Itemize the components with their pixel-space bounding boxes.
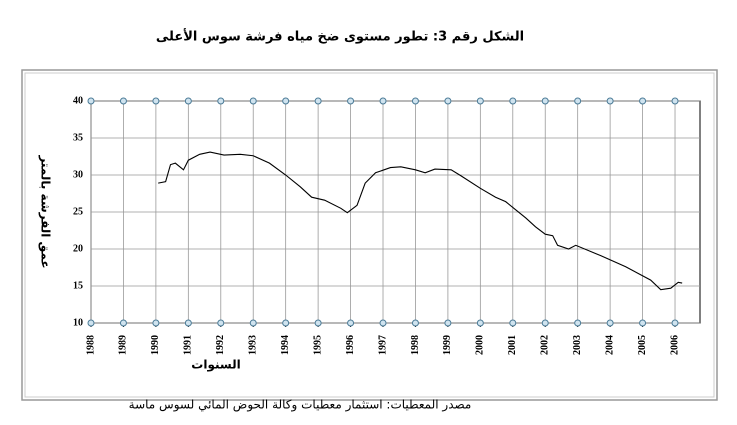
x-tick-label: 1989 — [118, 335, 129, 355]
grid-marker — [574, 319, 582, 327]
y-tick-label: 15 — [73, 280, 83, 291]
x-tick-label: 2000 — [475, 335, 486, 355]
grid-marker — [476, 319, 484, 327]
grid-marker — [282, 97, 290, 105]
grid-marker — [119, 319, 127, 327]
grid-marker — [347, 97, 355, 105]
chart-frame — [21, 69, 718, 401]
x-tick-label: 1997 — [377, 335, 388, 355]
y-axis-title: عمق الفرشة بالمتر — [39, 154, 53, 268]
grid-marker — [411, 97, 419, 105]
grid-marker — [87, 319, 95, 327]
grid-marker — [541, 97, 549, 105]
grid-marker — [444, 319, 452, 327]
x-tick-label: 1990 — [150, 335, 161, 355]
y-tick-label: 30 — [73, 169, 83, 180]
grid-marker — [184, 97, 192, 105]
grid-marker — [184, 319, 192, 327]
grid-marker — [639, 97, 647, 105]
source-note: مصدر المعطيات: استثمار معطيات وكالة الحو… — [129, 398, 472, 413]
x-tick-label: 2004 — [604, 335, 615, 355]
x-tick-label: 1988 — [85, 335, 96, 355]
grid-marker — [639, 319, 647, 327]
grid-marker — [119, 97, 127, 105]
x-tick-label: 2005 — [637, 335, 648, 355]
x-tick-label: 1994 — [280, 335, 291, 355]
grid-marker — [314, 97, 322, 105]
x-axis-title: السنوات — [191, 358, 240, 373]
grid-marker — [671, 319, 679, 327]
chart-frame-inner — [24, 72, 715, 398]
grid-marker — [217, 319, 225, 327]
grid-marker — [574, 97, 582, 105]
grid-marker — [606, 319, 614, 327]
x-tick-label: 1998 — [410, 335, 421, 355]
grid-marker — [314, 319, 322, 327]
x-tick-label: 2006 — [669, 335, 680, 355]
grid-marker — [411, 319, 419, 327]
grid-marker — [347, 319, 355, 327]
y-tick-label: 35 — [73, 132, 83, 143]
grid-marker — [282, 319, 290, 327]
grid-marker — [217, 97, 225, 105]
x-tick-label: 1995 — [312, 335, 323, 355]
x-tick-label: 2002 — [540, 335, 551, 355]
grid-marker — [509, 97, 517, 105]
y-tick-label: 20 — [73, 243, 83, 254]
grid-marker — [606, 97, 614, 105]
grid-marker — [509, 319, 517, 327]
y-tick-label: 25 — [73, 206, 83, 217]
x-tick-label: 2001 — [507, 335, 518, 355]
grid-marker — [671, 97, 679, 105]
grid-marker — [152, 97, 160, 105]
grid-marker — [87, 97, 95, 105]
x-tick-label: 1993 — [248, 335, 259, 355]
grid-marker — [379, 97, 387, 105]
x-tick-label: 1999 — [442, 335, 453, 355]
grid-marker — [249, 97, 257, 105]
x-tick-label: 1991 — [183, 335, 194, 355]
x-tick-label: 2003 — [572, 335, 583, 355]
y-tick-label: 40 — [73, 95, 83, 106]
x-tick-label: 1996 — [345, 335, 356, 355]
chart-title: الشكل رقم 3: تطور مستوى ضخ مياه فرشة سوس… — [156, 28, 524, 45]
x-tick-label: 1992 — [215, 335, 226, 355]
grid-marker — [379, 319, 387, 327]
grid-marker — [444, 97, 452, 105]
grid-marker — [152, 319, 160, 327]
grid-marker — [541, 319, 549, 327]
y-tick-label: 10 — [73, 317, 83, 328]
grid-marker — [476, 97, 484, 105]
grid-marker — [249, 319, 257, 327]
data-line — [158, 151, 683, 291]
